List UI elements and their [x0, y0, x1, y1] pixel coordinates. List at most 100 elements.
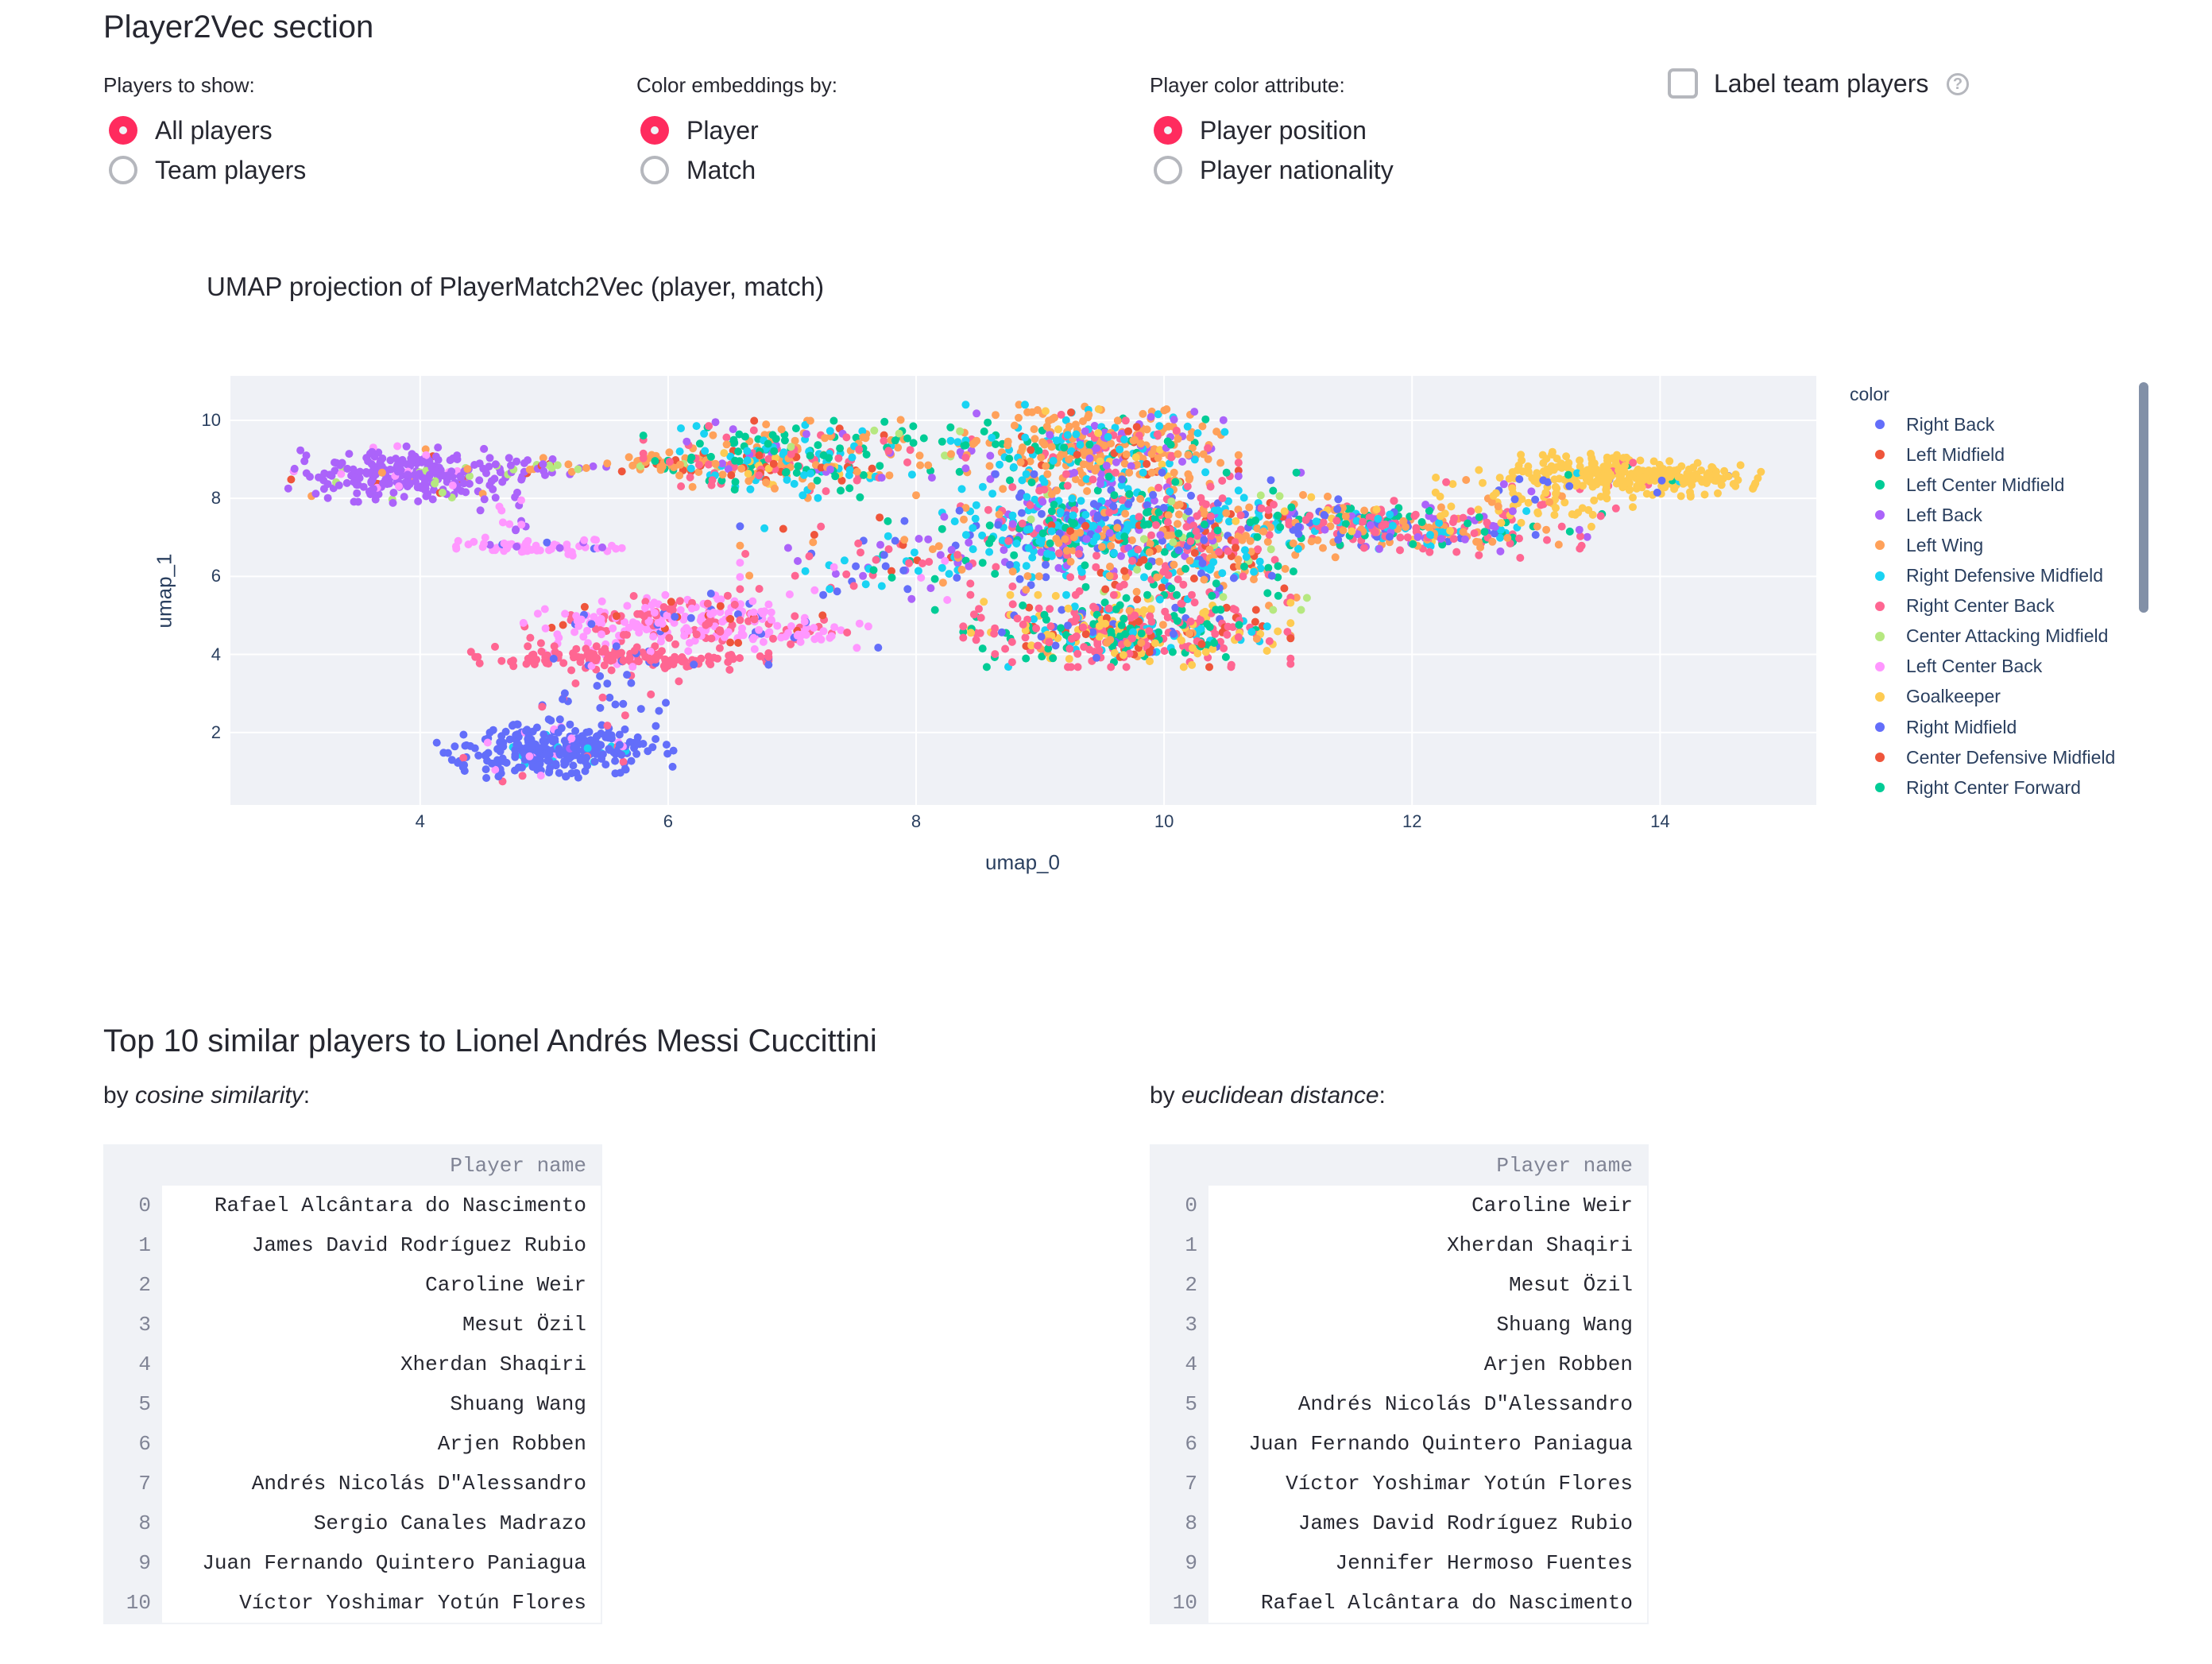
player-name-cell[interactable]: Caroline Weir	[1471, 1194, 1633, 1217]
label-team-players-checkbox[interactable]	[1668, 68, 1698, 99]
table-row[interactable]: 0 Rafael Alcântara do Nascimento	[104, 1186, 601, 1225]
legend-item[interactable]: Left Back	[1875, 501, 1982, 528]
player-name-cell[interactable]: Sergio Canales Madrazo	[313, 1511, 586, 1535]
scatter-point	[706, 452, 715, 461]
scatter-point	[408, 450, 416, 459]
player-name-cell[interactable]: Xherdan Shaqiri	[400, 1352, 586, 1376]
legend-scrollbar[interactable]	[2139, 382, 2148, 613]
scatter-point	[601, 760, 610, 769]
radio-unselected-indicator[interactable]	[109, 156, 137, 184]
player-name-cell[interactable]: Víctor Yoshimar Yotún Flores	[239, 1591, 586, 1615]
euclidean-distance-table[interactable]: Player name 0 Caroline Weir 1 Xherdan Shaqi…	[1150, 1144, 1649, 1624]
player-name-cell[interactable]: Jennifer Hermoso Fuentes	[1335, 1551, 1633, 1575]
scatter-point	[1576, 544, 1584, 553]
table-row[interactable]: 8 Sergio Canales Madrazo	[104, 1503, 601, 1543]
legend-item[interactable]: Right Center Back	[1875, 593, 2055, 620]
radio-team-players[interactable]: Team players	[109, 153, 306, 188]
player-name-cell[interactable]: Xherdan Shaqiri	[1446, 1233, 1633, 1257]
player-name-cell[interactable]: Arjen Robben	[1483, 1352, 1633, 1376]
player-name-cell[interactable]: Caroline Weir	[425, 1273, 586, 1297]
table-row[interactable]: 5 Andrés Nicolás D"Alessandro	[1150, 1384, 1648, 1424]
table-row[interactable]: 3 Mesut Özil	[104, 1305, 601, 1345]
player-name-cell[interactable]: Rafael Alcântara do Nascimento	[1260, 1591, 1633, 1615]
table-row[interactable]: 7 Andrés Nicolás D"Alessandro	[104, 1464, 601, 1503]
table-row[interactable]: 5 Shuang Wang	[104, 1384, 601, 1424]
legend-item[interactable]: Right Defensive Midfield	[1875, 563, 2103, 590]
scatter-point	[675, 677, 683, 686]
table-row[interactable]: 0 Caroline Weir	[1150, 1186, 1648, 1225]
legend-item[interactable]: Left Midfield	[1875, 441, 2005, 468]
player-name-cell[interactable]: Juan Fernando Quintero Paniagua	[202, 1551, 586, 1575]
scatter-point	[1543, 536, 1551, 544]
table-row[interactable]: 7 Víctor Yoshimar Yotún Flores	[1150, 1464, 1648, 1503]
table-row[interactable]: 1 James David Rodríguez Rubio	[104, 1225, 601, 1265]
table-row[interactable]: 10 Víctor Yoshimar Yotún Flores	[104, 1583, 601, 1623]
player-name-cell[interactable]: Andrés Nicolás D"Alessandro	[1297, 1392, 1633, 1416]
player-name-cell[interactable]: James David Rodríguez Rubio	[251, 1233, 586, 1257]
table-row[interactable]: 8 James David Rodríguez Rubio	[1150, 1503, 1648, 1543]
legend-item[interactable]: Right Midfield	[1875, 714, 2017, 741]
radio-label: All players	[155, 115, 273, 145]
radio-player-nationality[interactable]: Player nationality	[1154, 153, 1394, 188]
scatter-point	[1000, 546, 1008, 555]
table-row[interactable]: 2 Caroline Weir	[104, 1265, 601, 1305]
player-name-cell[interactable]: Shuang Wang	[450, 1392, 586, 1416]
radio-player-position[interactable]: Player position	[1154, 113, 1367, 148]
table-row[interactable]: 1 Xherdan Shaqiri	[1150, 1225, 1648, 1265]
radio-unselected-indicator[interactable]	[640, 156, 669, 184]
player-name-cell[interactable]: Víctor Yoshimar Yotún Flores	[1286, 1472, 1633, 1496]
table-row[interactable]: 6 Arjen Robben	[104, 1424, 601, 1464]
legend-item[interactable]: Center Defensive Midfield	[1875, 744, 2115, 771]
player-name-cell[interactable]: James David Rodríguez Rubio	[1297, 1511, 1633, 1535]
legend-item[interactable]: Left Center Midfield	[1875, 471, 2064, 498]
player-name-cell[interactable]: Andrés Nicolás D"Alessandro	[251, 1472, 586, 1496]
radio-all-players[interactable]: All players	[109, 113, 273, 148]
scatter-point	[1188, 443, 1197, 452]
scatter-point	[663, 749, 672, 758]
radio-selected-indicator[interactable]	[109, 116, 137, 145]
player-name-cell[interactable]: Mesut Özil	[462, 1313, 586, 1337]
legend-item[interactable]: Right Center Forward	[1875, 774, 2081, 801]
scatter-plot[interactable]	[230, 376, 1816, 805]
column-header-player-name[interactable]: Player name	[1208, 1145, 1648, 1186]
scatter-point	[1026, 457, 1034, 466]
scatter-point	[918, 559, 926, 567]
scatter-point	[912, 491, 920, 500]
scatter-point	[1030, 470, 1038, 478]
column-header-player-name[interactable]: Player name	[162, 1145, 601, 1186]
player-name-cell[interactable]: Rafael Alcântara do Nascimento	[214, 1194, 586, 1217]
scatter-point	[1047, 507, 1056, 516]
player-name-cell[interactable]: Shuang Wang	[1496, 1313, 1633, 1337]
legend-item[interactable]: Left Wing	[1875, 532, 1983, 559]
table-row[interactable]: 6 Juan Fernando Quintero Paniagua	[1150, 1424, 1648, 1464]
radio-color-player[interactable]: Player	[640, 113, 759, 148]
table-row[interactable]: 2 Mesut Özil	[1150, 1265, 1648, 1305]
radio-color-match[interactable]: Match	[640, 153, 756, 188]
table-row[interactable]: 9 Jennifer Hermoso Fuentes	[1150, 1543, 1648, 1583]
table-row[interactable]: 10 Rafael Alcântara do Nascimento	[1150, 1583, 1648, 1623]
radio-selected-indicator[interactable]	[1154, 116, 1182, 145]
table-row[interactable]: 4 Arjen Robben	[1150, 1345, 1648, 1384]
table-row[interactable]: 4 Xherdan Shaqiri	[104, 1345, 601, 1384]
table-header-row: Player name	[104, 1145, 601, 1186]
player-name-cell[interactable]: Arjen Robben	[437, 1432, 586, 1456]
legend-item[interactable]: Goalkeeper	[1875, 683, 2001, 710]
radio-unselected-indicator[interactable]	[1154, 156, 1182, 184]
label-team-players-label[interactable]: Label team players	[1714, 69, 1929, 98]
scatter-point	[755, 471, 764, 480]
question-circle-icon[interactable]: ?	[1947, 73, 1969, 95]
scatter-point	[998, 536, 1007, 545]
scatter-point	[1147, 605, 1155, 613]
player-name-cell[interactable]: Mesut Özil	[1508, 1273, 1633, 1297]
scatter-point	[1291, 551, 1300, 559]
cosine-similarity-table[interactable]: Player name 0 Rafael Alcântara do Nascime…	[103, 1144, 602, 1624]
player-name-cell[interactable]: Juan Fernando Quintero Paniagua	[1248, 1432, 1633, 1456]
table-row[interactable]: 3 Shuang Wang	[1150, 1305, 1648, 1345]
table-row[interactable]: 9 Juan Fernando Quintero Paniagua	[104, 1543, 601, 1583]
scatter-point	[946, 436, 955, 445]
legend-item[interactable]: Left Center Back	[1875, 653, 2042, 680]
legend-item[interactable]: Center Attacking Midfield	[1875, 623, 2108, 650]
scatter-point	[545, 461, 554, 470]
legend-item[interactable]: Right Back	[1875, 411, 1994, 438]
radio-selected-indicator[interactable]	[640, 116, 669, 145]
